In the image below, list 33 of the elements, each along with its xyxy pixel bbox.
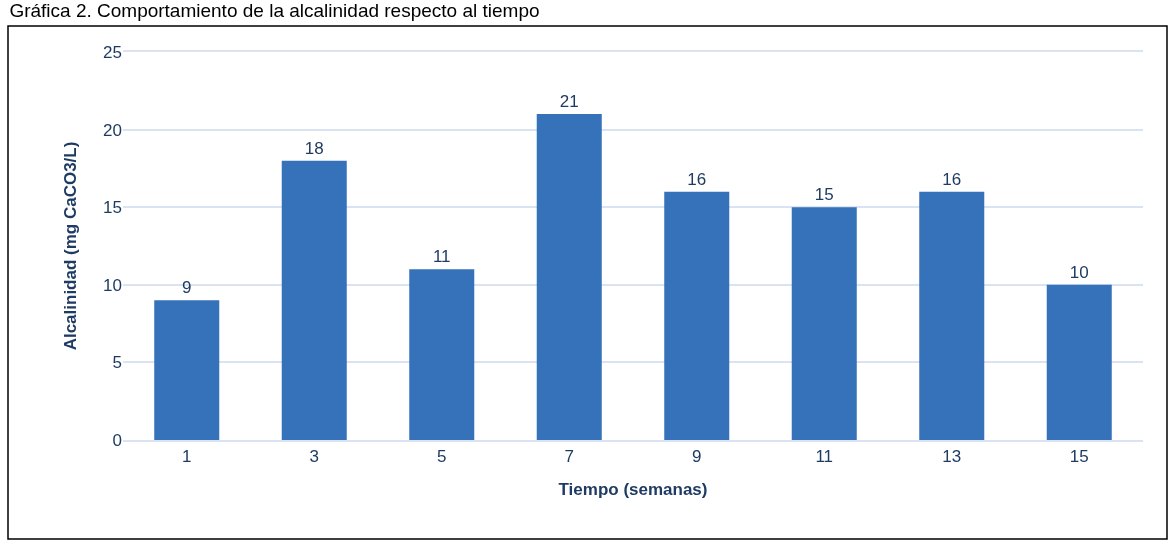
chart-title: Gráfica 2. Comportamiento de la alcalinidad respecto al tiempo (9, 0, 540, 22)
x-tick-label: 7 (564, 447, 574, 467)
data-label: 15 (814, 185, 834, 205)
x-tick-label: 13 (942, 447, 962, 467)
y-tick-label: 25 (103, 42, 122, 62)
data-label: 9 (182, 278, 192, 298)
x-tick-label: 1 (182, 447, 192, 467)
x-tick-label: 15 (1069, 447, 1089, 467)
bar (409, 269, 475, 440)
y-axis-title: Alcalinidad (mg CaCO3/L) (60, 141, 80, 351)
x-tick-label: 5 (437, 447, 447, 467)
bar (791, 207, 857, 440)
data-label: 18 (304, 138, 324, 158)
data-label: 10 (1069, 262, 1089, 282)
x-tick-label: 9 (692, 447, 702, 467)
data-label: 16 (942, 169, 962, 189)
bar (154, 300, 220, 440)
y-tick-label: 10 (103, 275, 122, 295)
bar (919, 191, 985, 440)
y-tick-label: 5 (112, 353, 122, 373)
bar (1046, 284, 1112, 440)
bar (664, 191, 730, 440)
y-tick-label: 20 (103, 120, 122, 140)
bar (536, 114, 602, 440)
x-axis-title: Tiempo (semanas) (558, 480, 708, 500)
x-tick-label: 11 (815, 447, 834, 467)
bar (281, 160, 347, 440)
data-label: 11 (432, 247, 451, 267)
data-label: 21 (559, 92, 579, 112)
y-tick-label: 15 (103, 198, 122, 218)
data-label: 16 (687, 169, 707, 189)
y-tick-label: 0 (112, 430, 122, 450)
x-tick-label: 3 (309, 447, 319, 467)
